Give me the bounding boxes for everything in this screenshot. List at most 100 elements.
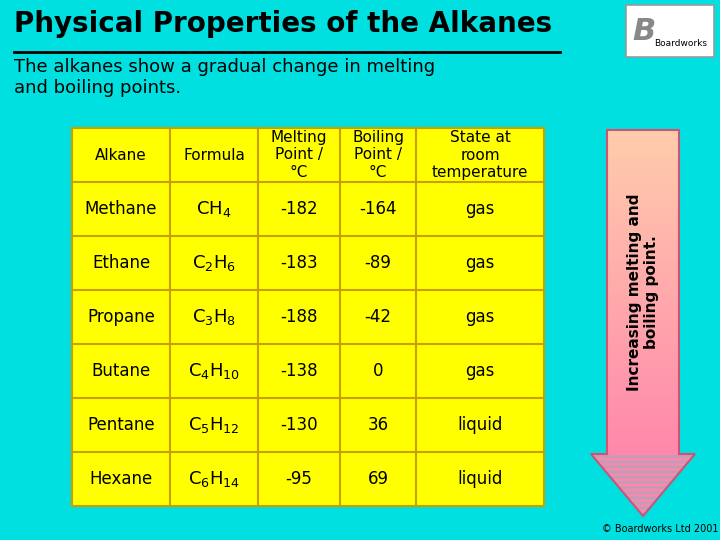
Polygon shape bbox=[607, 218, 679, 221]
Polygon shape bbox=[607, 389, 679, 393]
Polygon shape bbox=[607, 195, 679, 198]
Polygon shape bbox=[607, 224, 679, 227]
Text: 69: 69 bbox=[367, 470, 389, 488]
Polygon shape bbox=[607, 331, 679, 334]
Polygon shape bbox=[593, 456, 693, 458]
Polygon shape bbox=[607, 279, 679, 282]
Polygon shape bbox=[614, 481, 672, 483]
Text: liquid: liquid bbox=[457, 416, 503, 434]
Polygon shape bbox=[607, 179, 679, 182]
Polygon shape bbox=[598, 463, 688, 464]
Polygon shape bbox=[607, 263, 679, 266]
Polygon shape bbox=[607, 412, 679, 415]
Polygon shape bbox=[607, 146, 679, 150]
Polygon shape bbox=[607, 260, 679, 263]
Polygon shape bbox=[607, 344, 679, 347]
Polygon shape bbox=[607, 360, 679, 363]
Text: Hexane: Hexane bbox=[89, 470, 153, 488]
Polygon shape bbox=[629, 498, 657, 500]
Polygon shape bbox=[607, 312, 679, 315]
Polygon shape bbox=[607, 367, 679, 370]
Polygon shape bbox=[607, 211, 679, 214]
Polygon shape bbox=[607, 409, 679, 412]
Polygon shape bbox=[607, 435, 679, 438]
Polygon shape bbox=[594, 458, 692, 459]
Polygon shape bbox=[607, 370, 679, 373]
Text: Butane: Butane bbox=[91, 362, 150, 380]
Polygon shape bbox=[607, 438, 679, 441]
Polygon shape bbox=[607, 227, 679, 231]
Text: gas: gas bbox=[465, 200, 495, 218]
Polygon shape bbox=[607, 406, 679, 409]
Polygon shape bbox=[607, 188, 679, 192]
Polygon shape bbox=[629, 500, 657, 501]
Text: -95: -95 bbox=[286, 470, 312, 488]
Text: $\mathregular{CH_4}$: $\mathregular{CH_4}$ bbox=[197, 199, 232, 219]
Polygon shape bbox=[607, 150, 679, 153]
Polygon shape bbox=[607, 205, 679, 208]
Polygon shape bbox=[626, 496, 660, 497]
Polygon shape bbox=[607, 156, 679, 159]
Text: Boiling
Point /
°C: Boiling Point / °C bbox=[352, 130, 404, 180]
Polygon shape bbox=[607, 448, 679, 451]
Text: gas: gas bbox=[465, 254, 495, 272]
Text: -164: -164 bbox=[359, 200, 397, 218]
Polygon shape bbox=[607, 286, 679, 289]
Polygon shape bbox=[607, 321, 679, 325]
Polygon shape bbox=[596, 460, 690, 462]
Polygon shape bbox=[607, 341, 679, 344]
Polygon shape bbox=[606, 471, 680, 472]
Polygon shape bbox=[600, 465, 685, 467]
Polygon shape bbox=[607, 347, 679, 350]
Text: gas: gas bbox=[465, 308, 495, 326]
Polygon shape bbox=[607, 282, 679, 286]
Polygon shape bbox=[634, 505, 652, 506]
Polygon shape bbox=[607, 172, 679, 176]
Polygon shape bbox=[607, 192, 679, 195]
Polygon shape bbox=[607, 396, 679, 399]
Polygon shape bbox=[607, 354, 679, 357]
Polygon shape bbox=[607, 318, 679, 321]
Text: -183: -183 bbox=[280, 254, 318, 272]
Polygon shape bbox=[607, 159, 679, 163]
Text: Melting
Point /
°C: Melting Point / °C bbox=[271, 130, 328, 180]
Polygon shape bbox=[607, 373, 679, 376]
Polygon shape bbox=[595, 459, 691, 460]
Polygon shape bbox=[608, 475, 678, 476]
Polygon shape bbox=[641, 514, 645, 515]
Polygon shape bbox=[603, 469, 683, 470]
Polygon shape bbox=[607, 250, 679, 253]
Polygon shape bbox=[607, 240, 679, 244]
Polygon shape bbox=[607, 425, 679, 428]
Polygon shape bbox=[617, 485, 669, 486]
Text: Ethane: Ethane bbox=[92, 254, 150, 272]
Polygon shape bbox=[607, 214, 679, 218]
Text: -188: -188 bbox=[280, 308, 318, 326]
Polygon shape bbox=[631, 501, 655, 502]
Polygon shape bbox=[607, 273, 679, 276]
Polygon shape bbox=[607, 289, 679, 292]
Polygon shape bbox=[607, 299, 679, 302]
Text: State at
room
temperature: State at room temperature bbox=[432, 130, 528, 180]
Polygon shape bbox=[607, 198, 679, 201]
Text: Physical Properties of the Alkanes: Physical Properties of the Alkanes bbox=[14, 10, 552, 38]
Polygon shape bbox=[607, 402, 679, 406]
Polygon shape bbox=[627, 497, 659, 498]
Polygon shape bbox=[620, 489, 666, 490]
Text: Alkane: Alkane bbox=[95, 147, 147, 163]
Polygon shape bbox=[607, 133, 679, 137]
Bar bbox=[72, 128, 544, 506]
Text: -138: -138 bbox=[280, 362, 318, 380]
Polygon shape bbox=[625, 495, 661, 496]
Polygon shape bbox=[598, 462, 689, 463]
Polygon shape bbox=[607, 137, 679, 140]
Polygon shape bbox=[621, 490, 665, 491]
Text: $\mathregular{C_5H_{12}}$: $\mathregular{C_5H_{12}}$ bbox=[188, 415, 240, 435]
Polygon shape bbox=[610, 476, 676, 477]
Polygon shape bbox=[622, 491, 664, 492]
Text: $\mathregular{C_3H_8}$: $\mathregular{C_3H_8}$ bbox=[192, 307, 236, 327]
Polygon shape bbox=[624, 492, 662, 494]
Polygon shape bbox=[607, 328, 679, 331]
Polygon shape bbox=[607, 140, 679, 143]
Polygon shape bbox=[607, 253, 679, 256]
